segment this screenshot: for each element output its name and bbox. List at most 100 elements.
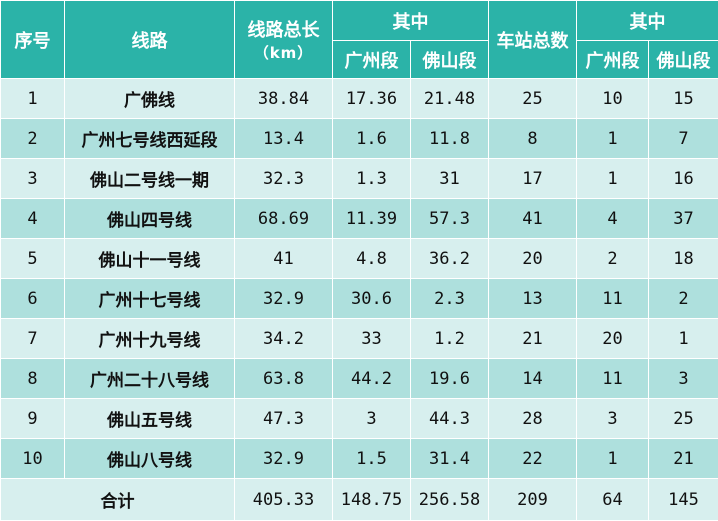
row-length-gz: 1.3 — [332, 158, 411, 199]
row-length: 32.9 — [234, 438, 333, 479]
row-index: 4 — [0, 198, 65, 239]
row-line-name: 佛山八号线 — [64, 438, 235, 479]
row-stations-gz: 3 — [576, 398, 649, 439]
total-length-fs: 256.58 — [410, 478, 489, 521]
row-length-fs: 21.48 — [410, 78, 489, 119]
row-stations-fs: 1 — [648, 318, 718, 359]
header-length-unit: （km） — [253, 44, 314, 62]
row-length-fs: 2.3 — [410, 278, 489, 319]
row-line-name: 广州七号线西延段 — [64, 118, 235, 159]
table-row: 2 广州七号线西延段 13.4 1.6 11.8 8 1 7 — [0, 118, 718, 159]
row-stations: 14 — [488, 358, 577, 399]
total-label: 合计 — [0, 478, 235, 521]
table-row: 5 佛山十一号线 41 4.8 36.2 20 2 18 — [0, 238, 718, 279]
row-stations: 25 — [488, 78, 577, 119]
row-index: 8 — [0, 358, 65, 399]
row-stations-fs: 16 — [648, 158, 718, 199]
row-length: 34.2 — [234, 318, 333, 359]
total-stations-fs: 145 — [648, 478, 718, 521]
header-length-gz: 广州段 — [332, 40, 411, 79]
table-row: 1 广佛线 38.84 17.36 21.48 25 10 15 — [0, 78, 718, 119]
row-length-gz: 1.5 — [332, 438, 411, 479]
row-line-name: 佛山十一号线 — [64, 238, 235, 279]
header-length-fs: 佛山段 — [410, 40, 489, 79]
row-index: 1 — [0, 78, 65, 119]
row-length: 32.9 — [234, 278, 333, 319]
row-stations-gz: 20 — [576, 318, 649, 359]
row-length-fs: 19.6 — [410, 358, 489, 399]
header-stations-fs: 佛山段 — [648, 40, 718, 79]
row-stations-fs: 25 — [648, 398, 718, 439]
row-stations-gz: 1 — [576, 158, 649, 199]
row-stations-gz: 1 — [576, 438, 649, 479]
header-length-group: 其中 — [332, 0, 489, 41]
header-line: 线路 — [64, 0, 235, 79]
row-index: 3 — [0, 158, 65, 199]
row-stations-gz: 4 — [576, 198, 649, 239]
row-stations: 20 — [488, 238, 577, 279]
table-row: 6 广州十七号线 32.9 30.6 2.3 13 11 2 — [0, 278, 718, 319]
row-stations-fs: 15 — [648, 78, 718, 119]
row-stations: 17 — [488, 158, 577, 199]
table-row: 9 佛山五号线 47.3 3 44.3 28 3 25 — [0, 398, 718, 439]
row-length-gz: 4.8 — [332, 238, 411, 279]
total-length-gz: 148.75 — [332, 478, 411, 521]
row-index: 6 — [0, 278, 65, 319]
header-stations-group: 其中 — [576, 0, 718, 41]
row-length-fs: 57.3 — [410, 198, 489, 239]
row-length-fs: 31.4 — [410, 438, 489, 479]
header-length: 线路总长 （km） — [234, 0, 333, 79]
row-line-name: 佛山四号线 — [64, 198, 235, 239]
row-stations-gz: 10 — [576, 78, 649, 119]
row-line-name: 广州十七号线 — [64, 278, 235, 319]
header-stations-gz: 广州段 — [576, 40, 649, 79]
total-stations-gz: 64 — [576, 478, 649, 521]
row-length-fs: 36.2 — [410, 238, 489, 279]
row-length: 13.4 — [234, 118, 333, 159]
row-length: 38.84 — [234, 78, 333, 119]
row-length-fs: 31 — [410, 158, 489, 199]
row-stations-gz: 1 — [576, 118, 649, 159]
row-stations: 22 — [488, 438, 577, 479]
row-stations-gz: 11 — [576, 278, 649, 319]
row-index: 7 — [0, 318, 65, 359]
row-length-gz: 11.39 — [332, 198, 411, 239]
total-row: 合计 405.33 148.75 256.58 209 64 145 — [0, 478, 718, 521]
row-stations-gz: 11 — [576, 358, 649, 399]
row-stations-fs: 18 — [648, 238, 718, 279]
row-index: 5 — [0, 238, 65, 279]
table-row: 7 广州十九号线 34.2 33 1.2 21 20 1 — [0, 318, 718, 359]
header-stations: 车站总数 — [488, 0, 577, 79]
row-line-name: 广州二十八号线 — [64, 358, 235, 399]
row-length: 63.8 — [234, 358, 333, 399]
row-length: 32.3 — [234, 158, 333, 199]
row-index: 9 — [0, 398, 65, 439]
row-index: 10 — [0, 438, 65, 479]
row-line-name: 佛山二号线一期 — [64, 158, 235, 199]
row-stations: 13 — [488, 278, 577, 319]
row-length-fs: 11.8 — [410, 118, 489, 159]
header-length-label: 线路总长 — [247, 20, 320, 41]
row-stations: 8 — [488, 118, 577, 159]
row-index: 2 — [0, 118, 65, 159]
row-stations: 41 — [488, 198, 577, 239]
row-stations-gz: 2 — [576, 238, 649, 279]
row-stations-fs: 37 — [648, 198, 718, 239]
row-length-gz: 44.2 — [332, 358, 411, 399]
row-length-gz: 33 — [332, 318, 411, 359]
row-stations-fs: 2 — [648, 278, 718, 319]
total-stations: 209 — [488, 478, 577, 521]
row-length-gz: 30.6 — [332, 278, 411, 319]
header-index: 序号 — [0, 0, 65, 79]
table-row: 10 佛山八号线 32.9 1.5 31.4 22 1 21 — [0, 438, 718, 479]
table-row: 4 佛山四号线 68.69 11.39 57.3 41 4 37 — [0, 198, 718, 239]
table-row: 8 广州二十八号线 63.8 44.2 19.6 14 11 3 — [0, 358, 718, 399]
row-length-gz: 1.6 — [332, 118, 411, 159]
row-stations-fs: 3 — [648, 358, 718, 399]
total-length: 405.33 — [234, 478, 333, 521]
row-line-name: 佛山五号线 — [64, 398, 235, 439]
row-length: 68.69 — [234, 198, 333, 239]
row-length-gz: 3 — [332, 398, 411, 439]
row-length-gz: 17.36 — [332, 78, 411, 119]
